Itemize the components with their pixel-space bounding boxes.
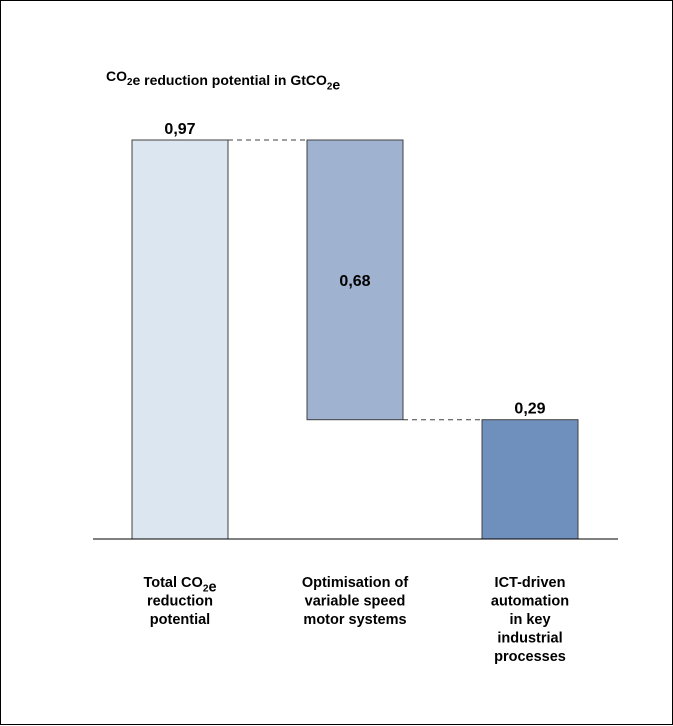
category-label-1-line-1: Total CO2e: [143, 575, 216, 595]
bar-2: [306, 139, 404, 421]
bar-1: [131, 139, 229, 540]
data-label-2: 0,68: [339, 273, 370, 290]
category-label-2-line-3: motor systems: [303, 612, 406, 628]
data-label-1: 0,97: [164, 121, 195, 138]
category-label-1-line-2: reduction: [147, 594, 213, 610]
category-label-2-line-2: variable speed: [305, 594, 406, 610]
category-label-3-line-3: in key: [509, 612, 550, 628]
category-label-2-line-1: Optimisation of: [302, 575, 409, 591]
category-label-3-line-1: ICT-driven: [495, 575, 566, 591]
bar-3: [481, 419, 579, 540]
data-label-3: 0,29: [514, 401, 545, 418]
category-label-3-line-4: industrial: [497, 631, 562, 647]
category-label-1-line-3: potential: [150, 612, 210, 628]
category-label-3-line-5: processes: [494, 649, 566, 665]
chart-title: CO2e reduction potential in GtCO2e: [106, 68, 340, 92]
category-label-3-line-2: automation: [491, 594, 569, 610]
